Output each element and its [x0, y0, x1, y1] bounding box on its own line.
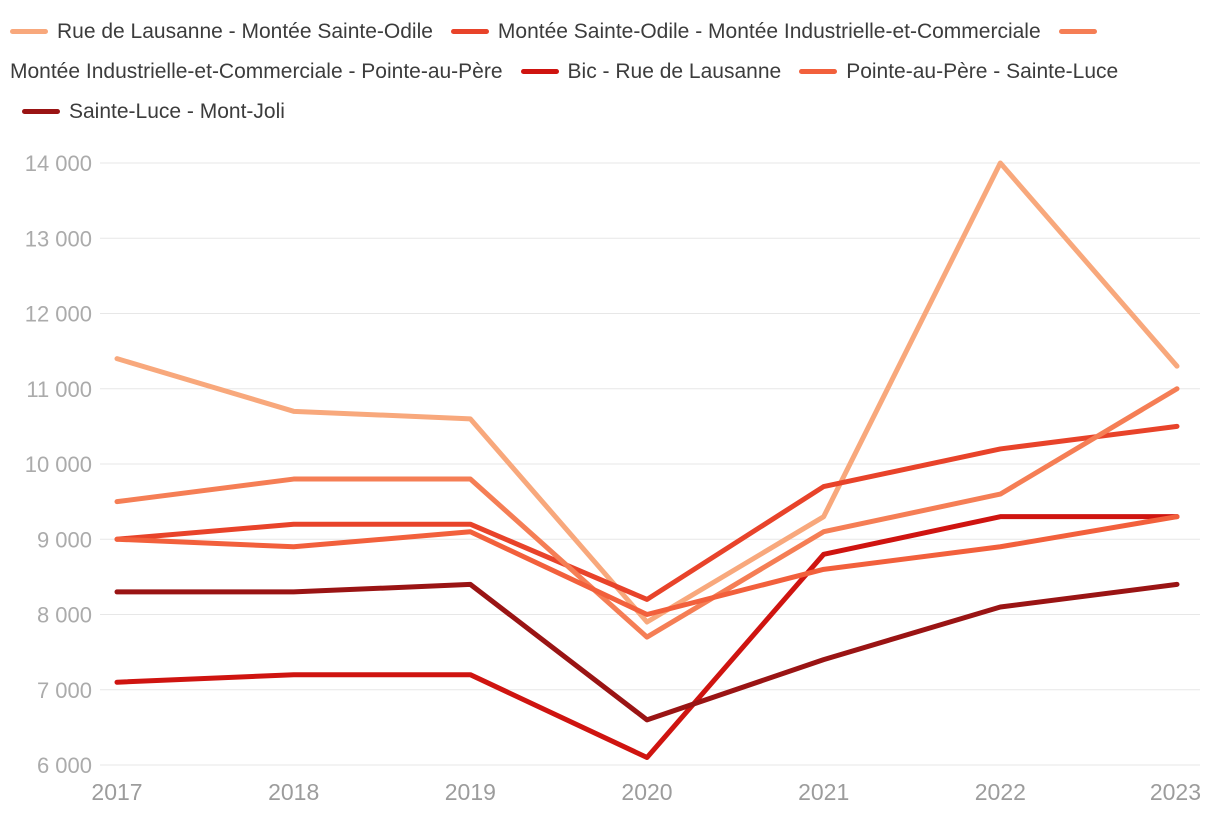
y-axis-tick-label: 11 000: [26, 377, 92, 402]
y-axis-tick-label: 12 000: [25, 302, 92, 327]
legend-item[interactable]: Bic - Rue de Lausanne: [509, 60, 782, 83]
legend-item[interactable]: Rue de Lausanne - Montée Sainte-Odile: [10, 20, 433, 43]
y-axis-tick-label: 14 000: [25, 151, 92, 176]
series-line: [114, 423, 1180, 602]
legend-swatch-icon: [1058, 29, 1097, 34]
y-axis-tick-label: 8 000: [37, 603, 92, 628]
series-line: [114, 386, 1180, 640]
y-axis-tick-label: 10 000: [25, 452, 92, 477]
series-line: [114, 581, 1180, 723]
legend-label: Sainte-Luce - Mont-Joli: [69, 100, 285, 123]
y-axis-tick-label: 6 000: [37, 753, 92, 778]
legend-label: Montée Industrielle-et-Commerciale - Poi…: [10, 60, 503, 83]
legend-label: Bic - Rue de Lausanne: [567, 60, 782, 83]
y-axis-tick-label: 7 000: [37, 678, 92, 703]
x-axis-tick-label: 2018: [268, 779, 319, 805]
series-line: [114, 160, 1180, 625]
legend-item[interactable]: Sainte-Luce - Mont-Joli: [10, 100, 285, 123]
legend-item[interactable]: Pointe-au-Père - Sainte-Luce: [787, 60, 1118, 83]
legend-swatch-icon: [10, 29, 48, 34]
legend-swatch-icon: [799, 69, 838, 74]
legend-label: Pointe-au-Père - Sainte-Luce: [846, 60, 1119, 83]
series-line: [114, 514, 1180, 617]
x-axis-tick-label: 2019: [445, 779, 496, 805]
series-line: [114, 514, 1180, 760]
x-axis-tick-label: 2020: [621, 779, 672, 805]
y-axis-tick-label: 13 000: [25, 226, 92, 251]
legend-swatch-icon: [22, 109, 60, 114]
legend-label: Montée Sainte-Odile - Montée Industriell…: [497, 20, 1041, 43]
x-axis-tick-label: 2021: [798, 779, 849, 805]
y-axis-tick-label: 9 000: [37, 527, 92, 552]
x-axis-tick-label: 2022: [975, 779, 1026, 805]
legend-swatch-icon: [450, 29, 489, 34]
legend-item[interactable]: Montée Industrielle-et-Commerciale - Poi…: [10, 20, 1106, 83]
legend-item[interactable]: Montée Sainte-Odile - Montée Industriell…: [439, 20, 1041, 43]
chart-legend: Rue de Lausanne - Montée Sainte-Odile Mon…: [0, 0, 1176, 132]
x-axis-tick-label: 2017: [91, 779, 142, 805]
x-axis-tick-label: 2023: [1150, 779, 1201, 805]
legend-swatch-icon: [520, 69, 559, 74]
legend-label: Rue de Lausanne - Montée Sainte-Odile: [57, 20, 433, 43]
